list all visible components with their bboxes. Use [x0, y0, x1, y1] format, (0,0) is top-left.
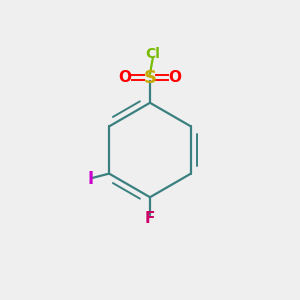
Text: O: O — [118, 70, 131, 85]
Text: S: S — [143, 69, 157, 87]
Text: I: I — [88, 170, 94, 188]
Text: O: O — [169, 70, 182, 85]
Text: Cl: Cl — [146, 47, 160, 61]
Text: F: F — [145, 211, 155, 226]
